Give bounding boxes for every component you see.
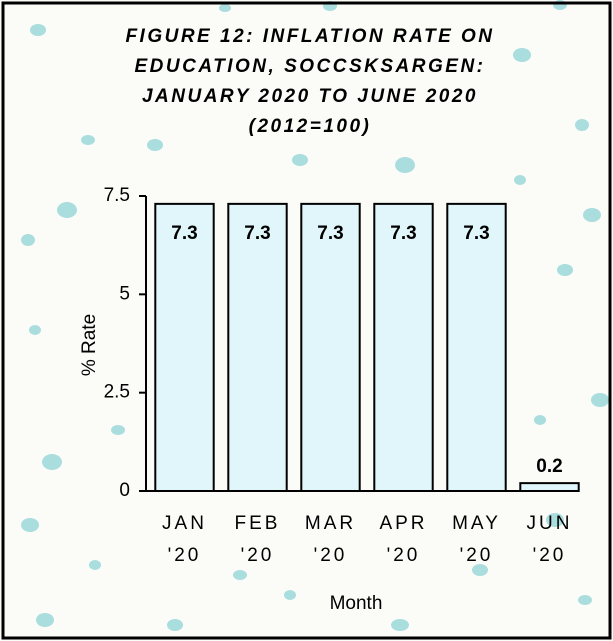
chart-title: (2012=100): [249, 116, 372, 137]
bar: [519, 482, 580, 492]
y-tick-label: 2.5: [104, 382, 130, 403]
y-axis-title: % Rate: [79, 314, 100, 376]
x-tick-label: JUN: [527, 513, 573, 534]
value-label: 7.3: [244, 223, 270, 244]
x-tick-label: '20: [241, 545, 275, 566]
x-tick-label: '20: [533, 545, 567, 566]
y-tick-label: 0: [119, 480, 130, 501]
x-tick-label: '20: [314, 545, 348, 566]
value-label: 7.3: [390, 223, 416, 244]
x-tick-label: '20: [460, 545, 494, 566]
x-tick-label: JAN: [162, 513, 207, 534]
y-tick-label: 5: [119, 283, 130, 304]
chart-title: EDUCATION, SOCCSKSARGEN:: [135, 56, 486, 77]
bar: [373, 202, 434, 492]
value-label: 0.2: [536, 456, 562, 477]
chart-title: FIGURE 12: INFLATION RATE ON: [125, 26, 494, 47]
y-tick-label: 7.5: [104, 185, 130, 206]
x-axis-title: Month: [330, 593, 383, 614]
x-tick-label: APR: [379, 513, 427, 534]
chart-title: JANUARY 2020 TO JUNE 2020: [142, 86, 478, 107]
bar: [227, 202, 288, 492]
x-tick-label: MAR: [305, 513, 356, 534]
value-label: 7.3: [171, 223, 197, 244]
bar: [300, 202, 361, 492]
x-tick-label: MAY: [452, 513, 501, 534]
x-tick-label: FEB: [235, 513, 281, 534]
bar: [154, 202, 215, 492]
background-dots: [21, 0, 609, 631]
x-tick-label: '20: [387, 545, 421, 566]
bar: [446, 202, 507, 492]
value-label: 7.3: [463, 223, 489, 244]
value-label: 7.3: [317, 223, 343, 244]
x-tick-label: '20: [168, 545, 202, 566]
